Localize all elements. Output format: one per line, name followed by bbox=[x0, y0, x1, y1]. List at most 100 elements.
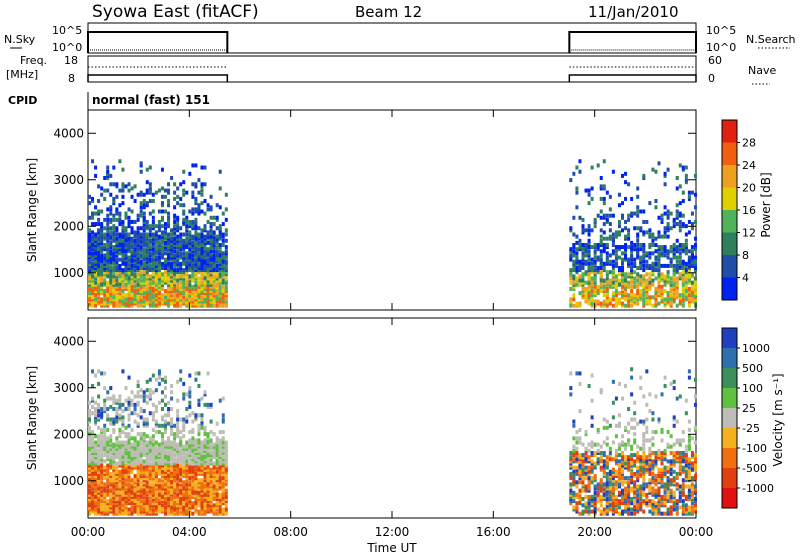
heatmap-cell bbox=[185, 497, 189, 502]
heatmap-cell bbox=[599, 186, 603, 191]
heatmap-cell bbox=[657, 161, 661, 166]
heatmap-cell bbox=[170, 482, 174, 487]
heatmap-cell bbox=[136, 448, 140, 453]
heatmap-cell bbox=[112, 478, 116, 483]
heatmap-cell bbox=[630, 417, 634, 422]
heatmap-cell bbox=[200, 497, 204, 502]
heatmap-cell bbox=[672, 272, 676, 277]
heatmap-cell bbox=[185, 257, 189, 262]
heatmap-cell bbox=[630, 488, 634, 493]
heatmap-cell bbox=[584, 476, 588, 481]
heatmap-cell bbox=[142, 390, 146, 395]
heatmap-cell bbox=[121, 276, 125, 281]
heatmap-cell bbox=[160, 284, 164, 289]
heatmap-cell bbox=[630, 255, 634, 260]
heatmap-cell bbox=[575, 494, 579, 499]
heatmap-cell bbox=[157, 303, 161, 308]
heatmap-cell bbox=[209, 488, 213, 493]
heatmap-cell bbox=[212, 450, 216, 455]
heatmap-cell bbox=[133, 238, 137, 243]
heatmap-cell bbox=[182, 425, 186, 430]
heatmap-cell bbox=[97, 425, 101, 430]
heatmap-cell bbox=[173, 257, 177, 262]
heatmap-cell bbox=[94, 240, 98, 245]
heatmap-cell bbox=[630, 461, 634, 466]
heatmap-cell bbox=[97, 255, 101, 260]
heatmap-cell bbox=[164, 501, 167, 506]
heatmap-cell bbox=[215, 249, 219, 254]
heatmap-cell bbox=[590, 459, 594, 464]
heatmap-cell bbox=[678, 263, 682, 268]
heatmap-cell bbox=[109, 446, 113, 451]
heatmap-cell bbox=[651, 272, 655, 277]
heatmap-cell bbox=[118, 232, 122, 237]
heatmap-cell bbox=[103, 242, 107, 247]
heatmap-cell bbox=[133, 499, 137, 504]
heatmap-cell bbox=[197, 511, 201, 516]
heatmap-cell bbox=[106, 299, 110, 304]
heatmap-cell bbox=[115, 415, 119, 420]
heatmap-cell bbox=[94, 205, 98, 210]
heatmap-cell bbox=[660, 284, 664, 289]
heatmap-cell bbox=[593, 278, 597, 283]
heatmap-cell bbox=[91, 289, 95, 294]
heatmap-cell bbox=[215, 259, 219, 264]
heatmap-cell bbox=[109, 255, 113, 260]
heatmap-cell bbox=[112, 448, 116, 453]
heatmap-cell bbox=[185, 226, 189, 231]
heatmap-cell bbox=[164, 482, 167, 487]
heatmap-cell bbox=[206, 444, 210, 449]
heatmap-cell bbox=[145, 274, 149, 279]
heatmap-cell bbox=[197, 263, 201, 268]
heatmap-cell bbox=[182, 209, 186, 214]
heatmap-cell bbox=[657, 274, 661, 279]
heatmap-cell bbox=[578, 480, 582, 485]
heatmap-cell bbox=[608, 301, 612, 306]
heatmap-cell bbox=[127, 245, 131, 250]
heatmap-cell bbox=[197, 276, 201, 281]
heatmap-cell bbox=[136, 492, 140, 497]
heatmap-cell bbox=[200, 209, 204, 214]
heatmap-cell bbox=[587, 228, 591, 233]
heatmap-cell bbox=[605, 257, 609, 262]
heatmap-cell bbox=[142, 461, 146, 466]
heatmap-cell bbox=[209, 497, 213, 502]
heatmap-cell bbox=[587, 448, 591, 453]
heatmap-cell bbox=[167, 215, 171, 220]
heatmap-cell bbox=[669, 245, 673, 250]
heatmap-cell bbox=[578, 266, 582, 270]
heatmap-cell bbox=[139, 232, 143, 237]
heatmap-cell bbox=[584, 509, 588, 514]
heatmap-cell bbox=[675, 263, 679, 268]
heatmap-cell bbox=[115, 511, 119, 516]
heatmap-cell bbox=[112, 238, 116, 243]
heatmap-cell bbox=[127, 476, 131, 481]
heatmap-cell bbox=[139, 492, 143, 497]
heatmap-cell bbox=[97, 440, 101, 445]
heatmap-cell bbox=[115, 207, 119, 212]
heatmap-cell bbox=[221, 484, 225, 489]
heatmap-cell bbox=[221, 494, 225, 499]
heatmap-cell bbox=[160, 509, 164, 514]
heatmap-cell bbox=[693, 295, 697, 300]
heatmap-cell bbox=[91, 453, 95, 458]
heatmap-cell bbox=[669, 284, 673, 289]
heatmap-cell bbox=[678, 184, 682, 189]
heatmap-cell bbox=[179, 291, 183, 296]
heatmap-cell bbox=[191, 411, 195, 416]
heatmap-cell bbox=[642, 219, 646, 224]
heatmap-cell bbox=[212, 490, 216, 495]
heatmap-cell bbox=[575, 251, 579, 256]
heatmap-cell bbox=[590, 423, 594, 428]
heatmap-cell bbox=[630, 480, 634, 485]
heatmap-cell bbox=[218, 236, 222, 241]
heatmap-cell bbox=[151, 417, 155, 422]
heatmap-cell bbox=[203, 238, 207, 243]
heatmap-cell bbox=[106, 236, 110, 241]
heatmap-cell bbox=[148, 245, 152, 250]
heatmap-cell bbox=[176, 270, 180, 275]
heatmap-cell bbox=[651, 303, 655, 308]
heatmap-cell bbox=[170, 490, 174, 495]
heatmap-cell bbox=[681, 245, 685, 250]
heatmap-cell bbox=[587, 188, 591, 193]
